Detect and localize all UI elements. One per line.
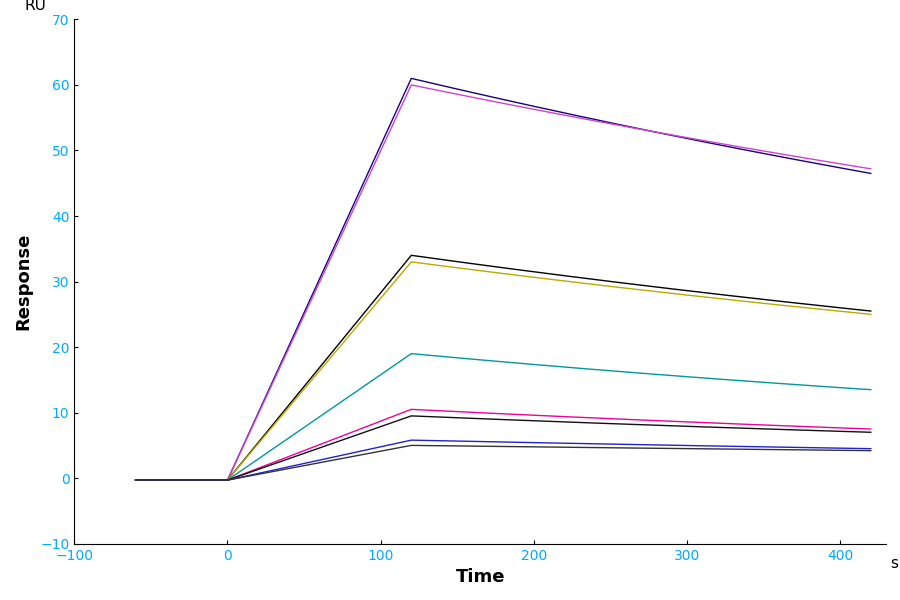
Y-axis label: Response: Response bbox=[14, 233, 32, 330]
Text: s: s bbox=[891, 556, 898, 571]
Text: RU: RU bbox=[25, 0, 47, 13]
X-axis label: Time: Time bbox=[455, 568, 505, 586]
